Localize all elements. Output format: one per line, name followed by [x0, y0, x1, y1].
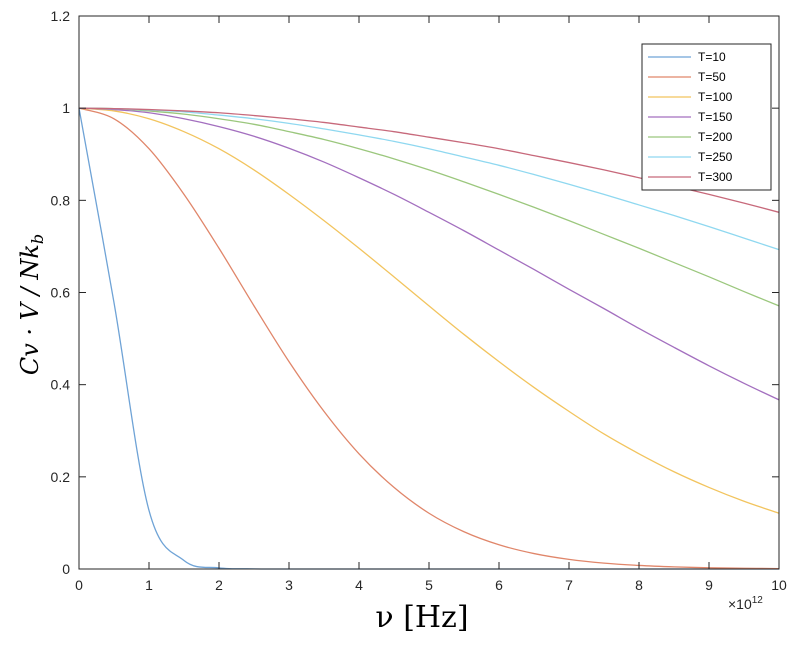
- y-tick-label: 0.2: [51, 469, 71, 485]
- legend-label: T=150: [698, 110, 733, 124]
- y-tick-label: 0.8: [51, 192, 71, 208]
- x-exponent-base: ×10: [728, 596, 752, 612]
- legend-label: T=200: [698, 130, 733, 144]
- y-tick-label: 0: [62, 561, 70, 577]
- ticks-layer: 0 1 2 3 4 5 6 7 8 9 10 0 0.2 0.4 0.6 0.8 1 1.2: [51, 8, 787, 593]
- x-tick-label: 8: [635, 577, 643, 593]
- x-tick-label: 3: [285, 577, 293, 593]
- legend-label: T=50: [698, 70, 726, 84]
- series-line-t-150: [78, 107, 780, 401]
- legend-label: T=100: [698, 90, 733, 104]
- x-tick-label: 7: [565, 577, 573, 593]
- legend: T=10 T=50 T=100 T=150 T=200 T=250 T=300: [641, 43, 772, 191]
- y-tick-label: 0.4: [51, 377, 71, 393]
- legend-label: T=250: [698, 150, 733, 164]
- y-tick-label: 0.6: [51, 285, 71, 301]
- series-line-t-250: [78, 107, 780, 251]
- series-line-t-100: [78, 107, 780, 514]
- legend-label: T=300: [698, 170, 733, 184]
- series-line-t-200: [78, 107, 780, 307]
- x-tick-label: 10: [771, 577, 787, 593]
- y-tick-label: 1.2: [51, 8, 71, 24]
- y-tick-label: 1: [62, 100, 70, 116]
- x-tick-label: 5: [425, 577, 433, 593]
- x-exponent-label: ×1012: [728, 595, 763, 612]
- x-tick-label: 9: [705, 577, 713, 593]
- y-axis-title: Cv · V / Nkb: [16, 234, 47, 375]
- x-tick-label: 2: [215, 577, 223, 593]
- y-axis-title-subscript: b: [28, 234, 47, 244]
- x-axis-title: ν [Hz]: [375, 600, 468, 635]
- x-tick-label: 0: [75, 577, 83, 593]
- x-tick-label: 6: [495, 577, 503, 593]
- y-axis-title-main: Cv · V / Nk: [16, 244, 44, 375]
- series-line-t-50: [78, 107, 780, 570]
- x-tick-label: 1: [145, 577, 153, 593]
- legend-label: T=10: [698, 50, 726, 64]
- x-exponent-power: 12: [752, 595, 764, 606]
- x-tick-label: 4: [355, 577, 363, 593]
